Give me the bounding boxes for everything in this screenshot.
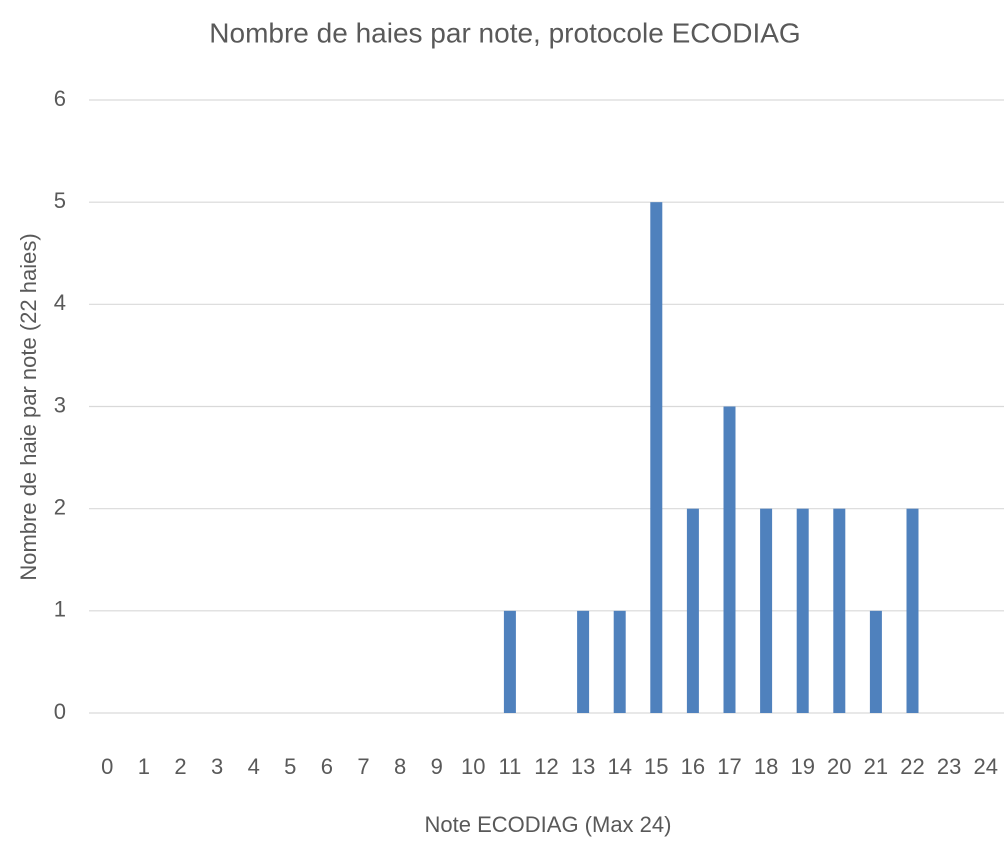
x-tick-label: 13 — [571, 754, 595, 779]
x-tick-label: 2 — [174, 754, 186, 779]
x-tick-label: 11 — [498, 754, 521, 779]
bar — [906, 508, 919, 713]
x-tick-label: 23 — [937, 754, 961, 779]
bar — [686, 508, 699, 713]
x-tick-label: 8 — [394, 754, 406, 779]
x-tick-label: 20 — [827, 754, 851, 779]
bar — [503, 610, 516, 713]
x-tick-label: 18 — [754, 754, 778, 779]
x-tick-label: 10 — [461, 754, 485, 779]
bar — [577, 610, 590, 713]
bar — [833, 508, 846, 713]
x-tick-label: 19 — [790, 754, 814, 779]
bar — [760, 508, 773, 713]
x-tick-label: 3 — [211, 754, 223, 779]
x-tick-label: 4 — [248, 754, 260, 779]
bar — [796, 508, 809, 713]
x-tick-label: 0 — [101, 754, 113, 779]
bar — [869, 610, 882, 713]
bar — [723, 406, 736, 713]
x-tick-label: 6 — [321, 754, 333, 779]
bar — [613, 610, 626, 713]
chart-title: Nombre de haies par note, protocole ECOD… — [209, 17, 800, 48]
y-tick-label: 0 — [54, 699, 66, 724]
x-axis-title: Note ECODIAG (Max 24) — [425, 812, 672, 837]
x-tick-label: 7 — [357, 754, 369, 779]
x-tick-label: 14 — [607, 754, 631, 779]
x-tick-label: 21 — [864, 754, 888, 779]
bar — [650, 202, 663, 713]
y-tick-label: 6 — [54, 86, 66, 111]
x-tick-label: 17 — [717, 754, 741, 779]
x-tick-label: 16 — [681, 754, 705, 779]
y-axis-title: Nombre de haie par note (22 haies) — [16, 233, 41, 580]
x-tick-label: 22 — [900, 754, 924, 779]
y-tick-label: 2 — [54, 494, 66, 519]
y-tick-label: 5 — [54, 188, 66, 213]
x-tick-label: 12 — [534, 754, 558, 779]
x-tick-label: 5 — [284, 754, 296, 779]
x-tick-label: 9 — [431, 754, 443, 779]
x-tick-label: 1 — [138, 754, 150, 779]
y-tick-label: 4 — [54, 290, 66, 315]
x-tick-label: 15 — [644, 754, 668, 779]
y-tick-label: 1 — [54, 597, 66, 622]
x-tick-label: 24 — [973, 754, 997, 779]
y-tick-label: 3 — [54, 392, 66, 417]
